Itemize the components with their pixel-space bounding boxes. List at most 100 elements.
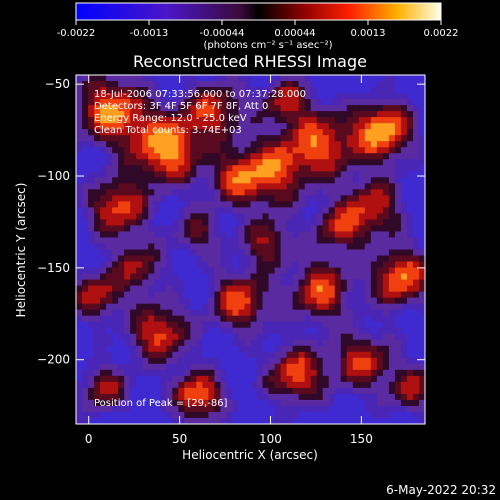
- heatmap-cell: [124, 195, 131, 202]
- heatmap-cell: [328, 417, 336, 424]
- heatmap-cell: [178, 363, 185, 371]
- heatmap-cell: [358, 309, 366, 317]
- heatmap-cell: [256, 321, 263, 329]
- heatmap-cell: [118, 267, 125, 274]
- heatmap-cell: [280, 147, 288, 154]
- heatmap-cell: [82, 279, 89, 287]
- heatmap-cell: [382, 297, 390, 305]
- heatmap-cell: [256, 327, 263, 335]
- heatmap-cell: [400, 159, 408, 166]
- heatmap-cell: [346, 165, 354, 172]
- heatmap-cell: [364, 195, 372, 202]
- heatmap-cell: [160, 117, 167, 124]
- heatmap-cell: [124, 129, 131, 136]
- heatmap-cell: [118, 345, 125, 353]
- heatmap-cell: [148, 81, 155, 88]
- heatmap-cell: [88, 345, 95, 353]
- heatmap-cell: [298, 213, 306, 220]
- heatmap-cell: [334, 177, 342, 184]
- heatmap-cell: [334, 333, 342, 341]
- heatmap-cell: [82, 405, 89, 413]
- heatmap-cell: [112, 405, 119, 413]
- heatmap-cell: [82, 231, 89, 238]
- heatmap-cell: [136, 375, 143, 383]
- heatmap-cell: [298, 81, 306, 88]
- heatmap-cell: [280, 195, 288, 202]
- heatmap-cell: [136, 405, 143, 413]
- heatmap-cell: [346, 207, 354, 214]
- heatmap-cell: [238, 135, 245, 142]
- heatmap-cell: [184, 75, 191, 82]
- heatmap-cell: [382, 123, 390, 130]
- heatmap-cell: [160, 93, 167, 100]
- heatmap-cell: [250, 273, 257, 280]
- heatmap-cell: [310, 75, 318, 82]
- heatmap-cell: [286, 87, 294, 94]
- heatmap-cell: [286, 387, 294, 395]
- heatmap-cell: [82, 183, 89, 190]
- heatmap-cell: [226, 405, 233, 413]
- heatmap-cell: [106, 303, 113, 311]
- heatmap-cell: [316, 339, 324, 347]
- heatmap-cell: [100, 165, 107, 172]
- heatmap-cell: [94, 321, 101, 329]
- heatmap-cell: [292, 81, 300, 88]
- heatmap-cell: [316, 243, 324, 250]
- heatmap-cell: [298, 321, 306, 329]
- heatmap-cell: [88, 357, 95, 365]
- heatmap-cell: [106, 237, 113, 244]
- heatmap-cell: [346, 261, 354, 268]
- heatmap-cell: [94, 405, 101, 413]
- heatmap-cell: [226, 195, 233, 202]
- heatmap-cell: [274, 243, 281, 250]
- heatmap-cell: [88, 321, 95, 329]
- heatmap-cell: [256, 231, 263, 238]
- heatmap-cell: [238, 393, 245, 401]
- heatmap-cell: [328, 129, 336, 136]
- heatmap-cell: [178, 81, 185, 88]
- heatmap-cell: [124, 87, 131, 94]
- heatmap-cell: [178, 75, 185, 82]
- heatmap-cell: [244, 195, 251, 202]
- heatmap-cell: [76, 171, 83, 178]
- heatmap-cell: [316, 393, 324, 401]
- heatmap-cell: [130, 153, 137, 160]
- heatmap-cell: [172, 411, 179, 419]
- heatmap-cell: [262, 393, 269, 401]
- heatmap-cell: [184, 267, 191, 274]
- heatmap-cell: [136, 171, 143, 178]
- heatmap-cell: [142, 261, 149, 268]
- heatmap-cell: [292, 249, 300, 256]
- heatmap-cell: [166, 297, 173, 305]
- heatmap-cell: [250, 303, 257, 311]
- heatmap-cell: [136, 279, 143, 287]
- heatmap-cell: [184, 249, 191, 256]
- heatmap-cell: [340, 267, 348, 274]
- heatmap-cell: [232, 405, 239, 413]
- heatmap-cell: [346, 201, 354, 208]
- heatmap-cell: [184, 117, 191, 124]
- heatmap-cell: [130, 309, 137, 317]
- heatmap-cell: [382, 129, 390, 136]
- heatmap-cell: [238, 123, 245, 130]
- heatmap-cell: [202, 201, 209, 208]
- heatmap-cell: [256, 357, 263, 365]
- heatmap-cell: [328, 105, 336, 112]
- heatmap-cell: [304, 171, 312, 178]
- heatmap-cell: [226, 159, 233, 166]
- heatmap-cell: [178, 159, 185, 166]
- heatmap-cell: [388, 231, 396, 238]
- heatmap-cell: [94, 351, 101, 359]
- heatmap-cell: [142, 345, 149, 353]
- heatmap-cell: [208, 249, 215, 256]
- heatmap-cell: [172, 417, 179, 424]
- heatmap-cell: [214, 237, 221, 244]
- heatmap-cell: [88, 225, 95, 232]
- heatmap-cell: [334, 363, 342, 371]
- heatmap-cell: [256, 99, 263, 106]
- heatmap-cell: [178, 333, 185, 341]
- heatmap-cell: [106, 87, 113, 94]
- heatmap-cell: [112, 219, 119, 226]
- heatmap-cell: [286, 417, 294, 424]
- heatmap-cell: [172, 399, 179, 407]
